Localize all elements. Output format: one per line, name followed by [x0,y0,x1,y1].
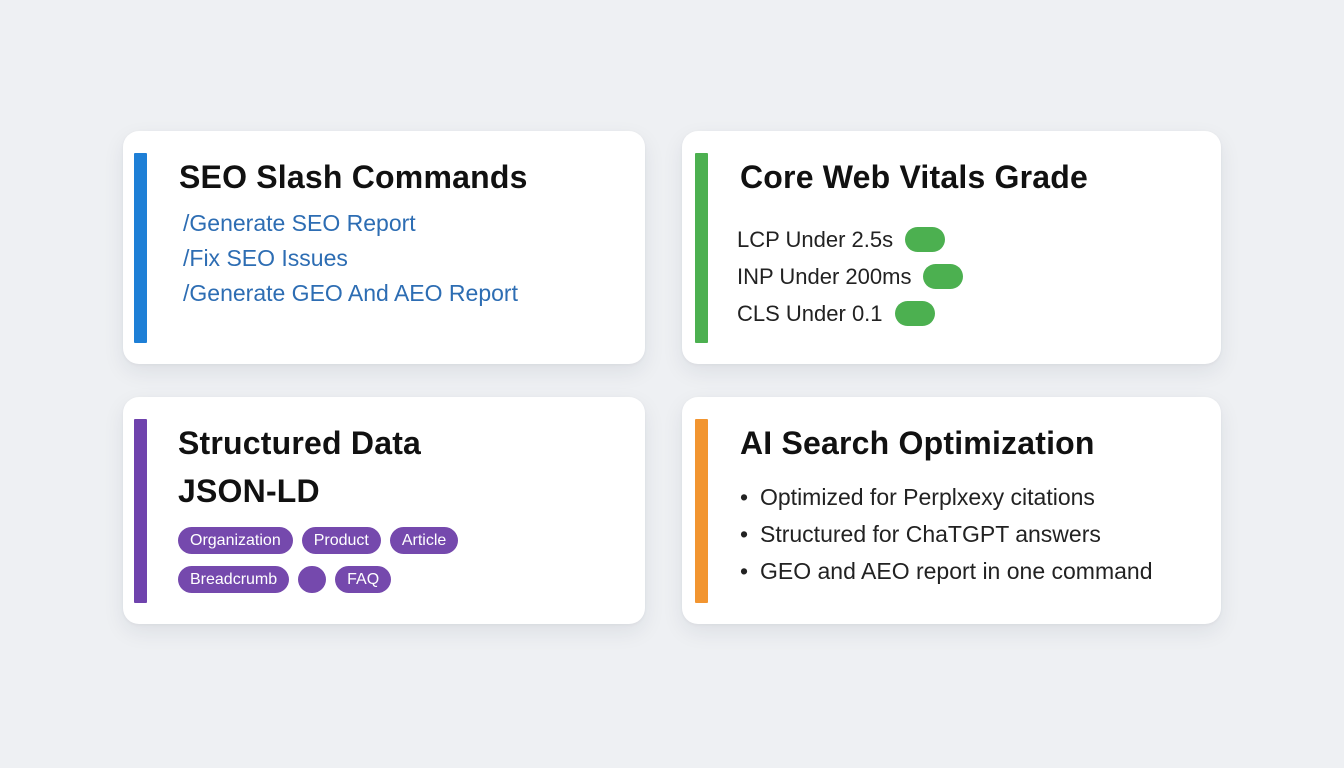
list-item: • GEO and AEO report in one command [740,553,1152,590]
card-accent-bar-green [695,153,708,343]
list-item: • Structured for ChaTGPT answers [740,516,1152,553]
structured-data-title: Structured Data JSON-LD [178,424,421,510]
seo-commands-card: SEO Slash Commands /Generate SEO Report … [123,131,645,364]
bullet-icon: • [740,558,749,584]
tag-product[interactable]: Product [301,527,381,554]
vital-item-inp: INP Under 200ms [737,258,964,295]
seo-commands-title: SEO Slash Commands [179,159,528,195]
list-item: • Optimized for Perplxexy citations [740,479,1152,516]
feature-text: Structured for ChaTGPT answers [760,521,1101,547]
status-pill-cls [894,301,935,326]
vital-label-inp: INP Under 200ms [737,263,912,289]
tag-organization[interactable]: Organization [178,527,293,554]
bullet-icon: • [740,521,749,547]
vital-item-cls: CLS Under 0.1 [737,295,963,332]
card-accent-bar-purple [134,419,147,603]
card-accent-bar-blue [134,153,147,343]
schema-tag-group: Organization Product Article Breadcrumb … [178,527,459,605]
ai-search-title: AI Search Optimization [740,425,1095,461]
core-web-vitals-title: Core Web Vitals Grade [740,159,1089,195]
feature-text: GEO and AEO report in one command [760,558,1153,584]
structured-data-title-line2: JSON-LD [178,473,320,509]
tag-faq[interactable]: FAQ [335,566,392,593]
status-pill-inp [923,264,964,289]
tag-article[interactable]: Article [389,527,459,554]
vital-item-lcp: LCP Under 2.5s [737,221,963,258]
schema-tag-row: Organization Product Article [178,527,459,554]
schema-tag-row: Breadcrumb FAQ [178,566,458,593]
ai-feature-list: • Optimized for Perplxexy citations • Stru… [740,479,1152,590]
card-accent-bar-orange [695,419,708,603]
command-list: /Generate SEO Report /Fix SEO Issues /Ge… [183,206,518,311]
feature-text: Optimized for Perplxexy citations [760,484,1095,510]
bullet-icon: • [740,484,749,510]
vitals-list: LCP Under 2.5s INP Under 200ms CLS Under… [737,221,964,332]
vital-label-lcp: LCP Under 2.5s [737,226,894,252]
command-generate-seo-report[interactable]: /Generate SEO Report [183,210,416,236]
ai-search-card: AI Search Optimization • Optimized for Pe… [682,397,1221,624]
tag-breadcrumb[interactable]: Breadcrumb [178,566,290,593]
tag-empty[interactable] [298,566,327,593]
structured-data-card: Structured Data JSON-LD Organization Pro… [123,397,645,624]
status-pill-lcp [905,227,946,252]
command-generate-geo-aeo-report[interactable]: /Generate GEO And AEO Report [183,280,518,306]
command-fix-seo-issues[interactable]: /Fix SEO Issues [183,245,348,271]
vital-label-cls: CLS Under 0.1 [737,300,883,326]
structured-data-title-line1: Structured Data [178,425,422,461]
core-web-vitals-card: Core Web Vitals Grade LCP Under 2.5s INP… [682,131,1221,364]
